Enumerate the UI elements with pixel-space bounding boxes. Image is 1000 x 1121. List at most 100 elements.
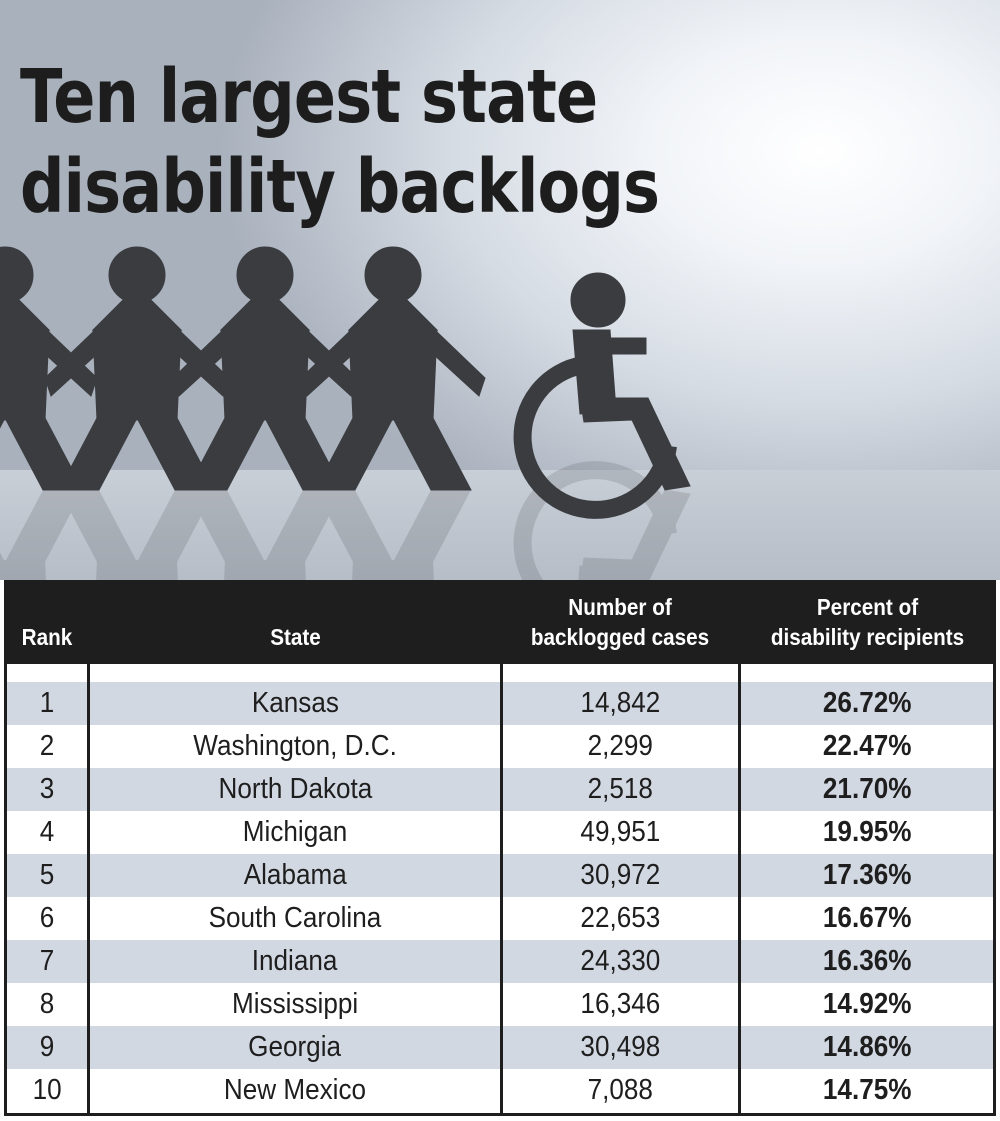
cases-cell: 2,518	[503, 768, 738, 811]
cases-cell: 22,653	[503, 897, 738, 940]
state-cell: Michigan	[90, 811, 500, 854]
state-cell-text: South Carolina	[208, 902, 382, 934]
cases-cell: 7,088	[503, 1069, 738, 1112]
state-cell-text: Washington, D.C.	[193, 730, 397, 762]
header-cases-line-2: backlogged cases	[530, 624, 710, 650]
rank-cell-text: 9	[39, 1031, 55, 1063]
rank-cell: 9	[7, 1026, 87, 1069]
state-cell-text: Indiana	[252, 945, 338, 977]
percent-cell: 16.67%	[741, 897, 993, 940]
rank-cell-text: 2	[39, 730, 55, 762]
percent-cell-text: 22.47%	[822, 730, 912, 762]
cases-cell: 49,951	[503, 811, 738, 854]
percent-cell: 21.70%	[741, 768, 993, 811]
state-cell: Indiana	[90, 940, 500, 983]
backlog-table: Rank State Number of backlogged cases Pe…	[4, 580, 996, 1116]
rank-cell-text: 4	[39, 816, 55, 848]
cases-cell-text: 30,972	[580, 859, 661, 891]
cases-cell-text: 49,951	[580, 816, 661, 848]
rank-cell: 3	[7, 768, 87, 811]
header-percent-line-2: disability recipients	[770, 624, 965, 650]
state-cell-text: Alabama	[243, 859, 347, 891]
state-cell-text: Kansas	[251, 687, 339, 719]
percent-cell-text: 17.36%	[822, 859, 912, 891]
cases-cell-text: 7,088	[587, 1074, 654, 1106]
rank-cell: 10	[7, 1069, 87, 1112]
rank-cell-text: 6	[39, 902, 55, 934]
percent-cell-text: 21.70%	[822, 773, 912, 805]
rank-cell-text: 8	[39, 988, 55, 1020]
state-cell: Georgia	[90, 1026, 500, 1069]
rank-cell-text: 7	[39, 945, 55, 977]
state-cell: Alabama	[90, 854, 500, 897]
cases-cell: 30,498	[503, 1026, 738, 1069]
state-cell-text: New Mexico	[223, 1074, 367, 1106]
table-row: 1 Kansas 14,842 26.72%	[7, 682, 993, 725]
percent-cell-text: 16.36%	[822, 945, 912, 977]
percent-cell: 14.86%	[741, 1026, 993, 1069]
percent-cell: 14.92%	[741, 983, 993, 1026]
state-cell-text: Mississippi	[231, 988, 359, 1020]
cases-cell-text: 22,653	[580, 902, 661, 934]
header-backlogged-cases: Number of backlogged cases	[513, 580, 727, 664]
rank-cell-text: 3	[39, 773, 55, 805]
cases-cell: 14,842	[503, 682, 738, 725]
cases-cell-text: 2,299	[587, 730, 654, 762]
header-state: State	[111, 580, 481, 664]
cases-cell: 30,972	[503, 854, 738, 897]
state-cell: Mississippi	[90, 983, 500, 1026]
cases-cell-text: 14,842	[580, 687, 661, 719]
header-percent-line-1: Percent of	[816, 594, 919, 620]
rank-cell: 4	[7, 811, 87, 854]
state-cell: Kansas	[90, 682, 500, 725]
rank-cell: 2	[7, 725, 87, 768]
state-cell: New Mexico	[90, 1069, 500, 1112]
column-divider	[500, 664, 503, 1116]
rank-cell-text: 1	[39, 687, 55, 719]
header-state-label: State	[270, 624, 321, 650]
cases-cell-text: 2,518	[587, 773, 654, 805]
percent-cell: 19.95%	[741, 811, 993, 854]
table-row: 2 Washington, D.C. 2,299 22.47%	[7, 725, 993, 768]
column-divider	[738, 664, 741, 1116]
state-cell: North Dakota	[90, 768, 500, 811]
column-divider	[87, 664, 90, 1116]
state-cell-text: Georgia	[248, 1031, 342, 1063]
percent-cell-text: 14.86%	[822, 1031, 912, 1063]
rank-cell: 6	[7, 897, 87, 940]
rank-cell: 7	[7, 940, 87, 983]
rank-cell: 8	[7, 983, 87, 1026]
cases-cell-text: 24,330	[580, 945, 661, 977]
rank-cell: 5	[7, 854, 87, 897]
page-title: Ten largest state disability backlogs	[20, 52, 660, 232]
percent-cell: 22.47%	[741, 725, 993, 768]
cases-cell-text: 30,498	[580, 1031, 661, 1063]
paper-people-reflection	[0, 490, 485, 580]
rank-cell-text: 10	[32, 1074, 62, 1106]
cases-cell-text: 16,346	[580, 988, 661, 1020]
percent-cell-text: 14.92%	[822, 988, 912, 1020]
percent-cell: 26.72%	[741, 682, 993, 725]
percent-cell-text: 19.95%	[822, 816, 912, 848]
cases-cell: 24,330	[503, 940, 738, 983]
table-row: 4 Michigan 49,951 19.95%	[7, 811, 993, 854]
percent-cell-text: 26.72%	[822, 687, 912, 719]
header-cases-line-1: Number of	[568, 594, 672, 620]
title-line-2: disability backlogs	[20, 144, 660, 230]
state-cell-text: Michigan	[242, 816, 348, 848]
title-line-1: Ten largest state	[20, 54, 598, 140]
state-cell: South Carolina	[90, 897, 500, 940]
paper-people-holding-hands-icon	[0, 246, 486, 491]
cases-cell: 2,299	[503, 725, 738, 768]
header-rank: Rank	[8, 580, 85, 664]
state-cell-text: North Dakota	[218, 773, 372, 805]
table-row: 8 Mississippi 16,346 14.92%	[7, 983, 993, 1026]
table-row: 10 New Mexico 7,088 14.75%	[7, 1069, 993, 1112]
state-cell: Washington, D.C.	[90, 725, 500, 768]
table-header: Rank State Number of backlogged cases Pe…	[4, 580, 996, 664]
percent-cell-text: 14.75%	[822, 1074, 912, 1106]
header-rank-label: Rank	[21, 624, 73, 650]
percent-cell-text: 16.67%	[822, 902, 912, 934]
cases-cell: 16,346	[503, 983, 738, 1026]
